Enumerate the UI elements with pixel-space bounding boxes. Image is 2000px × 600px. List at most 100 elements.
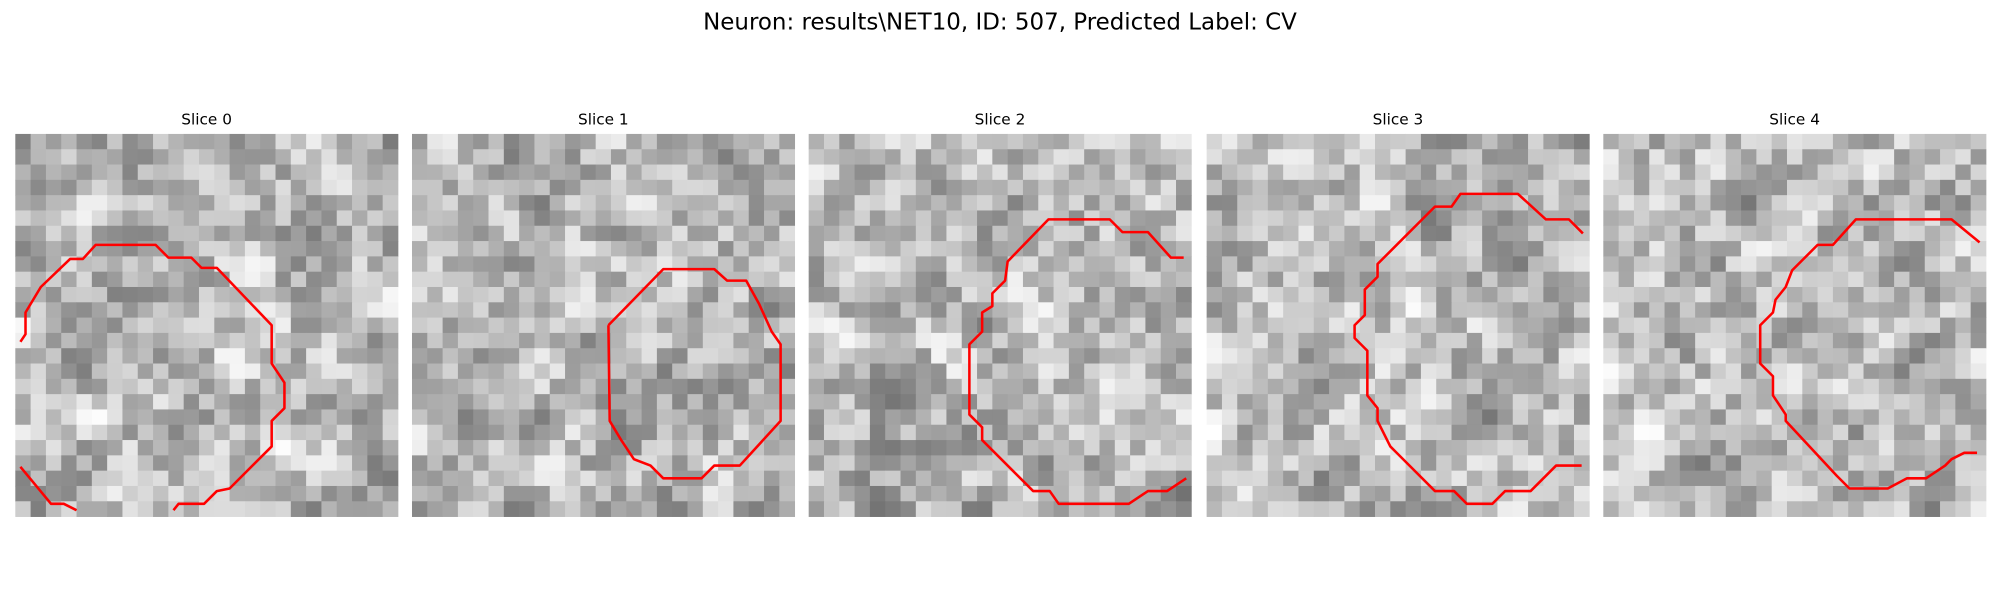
image-pixel <box>1649 149 1665 165</box>
image-pixel <box>1053 225 1070 242</box>
image-pixel <box>1771 225 1788 242</box>
image-pixel <box>229 409 246 426</box>
image-pixel <box>580 271 597 288</box>
image-pixel <box>1267 455 1284 472</box>
image-pixel <box>1649 286 1665 303</box>
image-pixel <box>198 286 215 303</box>
panel-title: Slice 4 <box>1769 110 1820 128</box>
image-pixel <box>1848 256 1864 273</box>
image-pixel <box>198 348 215 364</box>
image-pixel <box>1482 424 1498 441</box>
image-pixel <box>1375 485 1391 502</box>
image-pixel <box>1114 455 1131 472</box>
image-pixel <box>1618 195 1635 211</box>
image-pixel <box>198 332 215 349</box>
image-pixel <box>1451 394 1468 410</box>
image-pixel <box>764 133 780 150</box>
image-pixel <box>76 210 93 227</box>
image-pixel <box>45 485 62 502</box>
image-pixel <box>1206 256 1223 273</box>
image-pixel <box>1832 409 1849 426</box>
image-pixel <box>869 378 886 395</box>
image-pixel <box>1955 485 1972 502</box>
image-pixel <box>1695 440 1711 456</box>
image-pixel <box>1573 133 1590 150</box>
image-pixel <box>1741 164 1757 181</box>
image-pixel <box>610 332 627 349</box>
image-pixel <box>1359 256 1376 273</box>
image-pixel <box>427 378 443 395</box>
contour <box>19 243 286 512</box>
image-pixel <box>1466 179 1483 196</box>
image-pixel <box>580 409 597 426</box>
image-pixel <box>1038 149 1054 165</box>
image-pixel <box>1771 256 1788 273</box>
image-pixel <box>1053 470 1070 487</box>
image-pixel <box>1084 363 1100 380</box>
image-pixel <box>1924 378 1941 395</box>
image-pixel <box>1375 210 1391 227</box>
image-pixel <box>1543 348 1560 364</box>
image-pixel <box>702 133 719 150</box>
image-pixel <box>992 133 1009 150</box>
image-pixel <box>275 409 292 426</box>
image-pixel <box>626 501 642 517</box>
image-pixel <box>321 225 338 242</box>
image-pixel <box>214 440 230 456</box>
image-pixel <box>198 455 215 472</box>
image-pixel <box>1848 440 1864 456</box>
image-pixel <box>122 286 139 303</box>
image-pixel <box>915 348 932 364</box>
image-pixel <box>107 317 123 334</box>
image-pixel <box>1832 241 1849 257</box>
image-pixel <box>839 271 855 288</box>
image-pixel <box>992 455 1009 472</box>
image-pixel <box>45 378 62 395</box>
image-pixel <box>1022 225 1039 242</box>
image-pixel <box>1252 394 1269 410</box>
image-pixel <box>1084 133 1100 150</box>
image-pixel <box>244 485 261 502</box>
image-pixel <box>306 256 322 273</box>
image-pixel <box>1007 133 1024 150</box>
image-pixel <box>748 378 765 395</box>
panel-title: Slice 2 <box>975 110 1026 128</box>
image-pixel <box>946 378 963 395</box>
image-pixel <box>1344 256 1361 273</box>
image-pixel <box>198 302 215 318</box>
image-pixel <box>306 485 322 502</box>
image-pixel <box>1298 470 1315 487</box>
image-pixel <box>565 195 581 211</box>
image-pixel <box>76 241 93 257</box>
image-pixel <box>290 332 307 349</box>
image-pixel <box>1741 149 1757 165</box>
image-pixel <box>1313 394 1330 410</box>
image-pixel <box>183 225 200 242</box>
image-pixel <box>1375 149 1391 165</box>
image-pixel <box>641 317 658 334</box>
image-pixel <box>1007 470 1024 487</box>
image-pixel <box>1053 485 1070 502</box>
image-pixel <box>1420 455 1437 472</box>
image-pixel <box>1160 363 1177 380</box>
image-pixel <box>1512 332 1529 349</box>
image-pixel <box>626 378 642 395</box>
image-pixel <box>1068 164 1085 181</box>
image-pixel <box>1283 286 1299 303</box>
image-pixel <box>1160 317 1177 334</box>
image-pixel <box>1436 455 1452 472</box>
image-pixel <box>718 501 734 517</box>
image-pixel <box>1237 179 1253 196</box>
image-pixel <box>580 363 597 380</box>
image-pixel <box>565 363 581 380</box>
image-pixel <box>1038 241 1054 257</box>
image-pixel <box>702 271 719 288</box>
image-pixel <box>1390 195 1406 211</box>
image-pixel <box>1558 485 1575 502</box>
image-pixel <box>137 179 154 196</box>
image-pixel <box>503 348 520 364</box>
image-pixel <box>687 302 704 318</box>
image-pixel <box>442 164 459 181</box>
image-pixel <box>672 394 688 410</box>
image-pixel <box>244 149 261 165</box>
